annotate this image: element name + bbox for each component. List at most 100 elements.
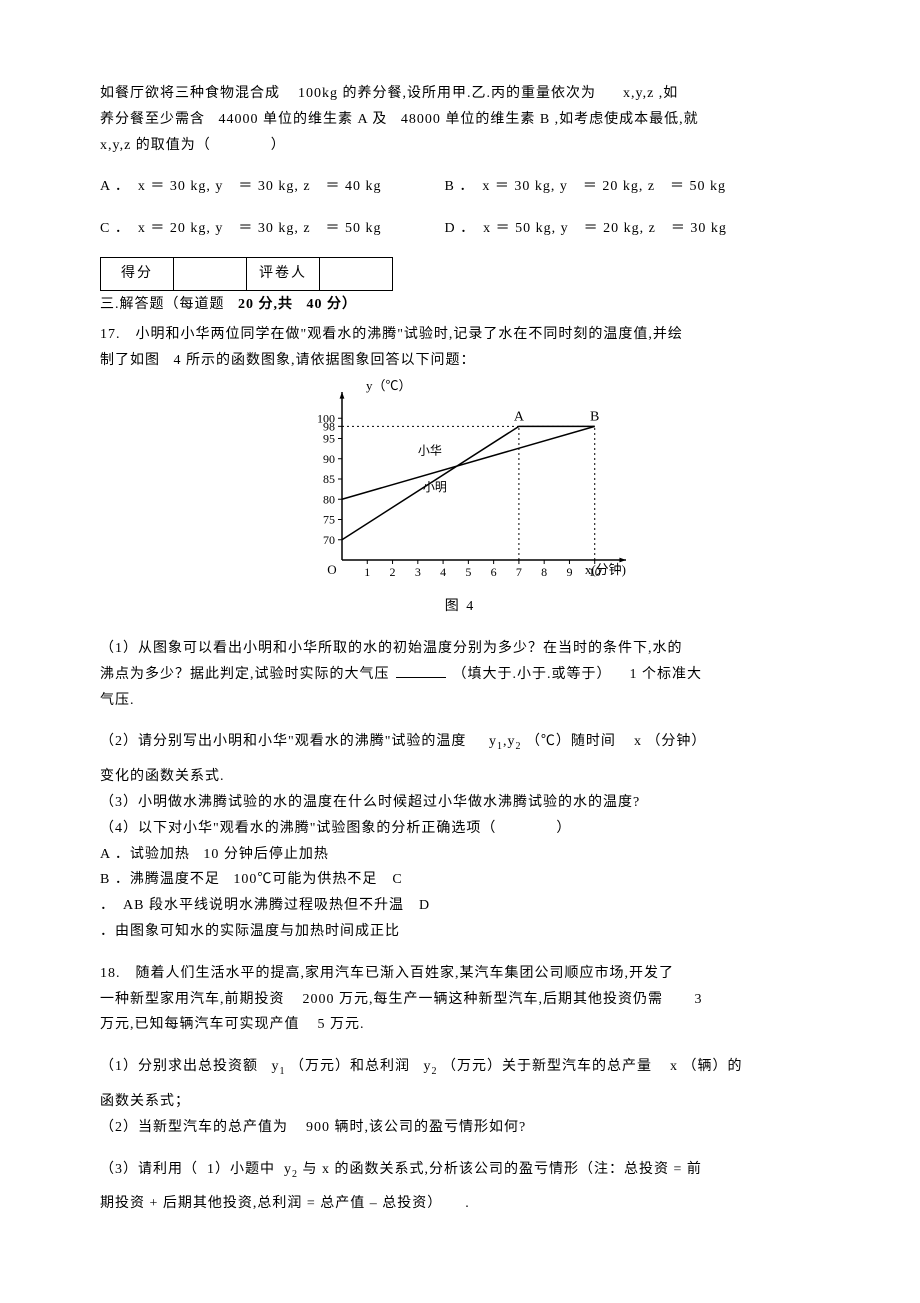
q16-option-a: A ． x ＝ 30 kg, y ＝ 30 kg, z ＝ 40 kg bbox=[100, 175, 440, 199]
svg-text:小华: 小华 bbox=[418, 444, 442, 458]
score-table: 得分 评卷人 bbox=[100, 257, 393, 291]
text: x,y,z 的取值为（ ） bbox=[100, 138, 286, 153]
svg-text:2: 2 bbox=[390, 565, 396, 579]
q17-line1: 17. 小明和小华两位同学在做"观看水的沸腾"试验时,记录了水在不同时刻的温度值… bbox=[100, 323, 820, 347]
svg-text:y（℃）: y（℃） bbox=[366, 378, 412, 393]
q17-p4: （4）以下对小华"观看水的沸腾"试验图象的分析正确选项（ ） bbox=[100, 817, 820, 841]
score-label: 得分 bbox=[101, 257, 174, 290]
sub1b: 1 bbox=[280, 1066, 286, 1077]
q17-p1-l3: 气压. bbox=[100, 689, 820, 713]
text: 一种新型家用汽车,前期投资 bbox=[100, 992, 285, 1007]
grader-blank bbox=[320, 257, 393, 290]
text: x,y,z ,如 bbox=[623, 86, 678, 101]
section3-title: 三.解答题（每道题 20 分,共 40 分） bbox=[100, 293, 820, 317]
svg-text:B: B bbox=[590, 410, 599, 425]
svg-text:95: 95 bbox=[323, 432, 335, 446]
text: （2）请分别写出小明和小华"观看水的沸腾"试验的温度 bbox=[100, 734, 466, 749]
q18-l1: 18. 随着人们生活水平的提高,家用汽车已渐入百姓家,某汽车集团公司顺应市场,开… bbox=[100, 962, 820, 986]
sub2b: 2 bbox=[432, 1066, 438, 1077]
q16-option-c: C ． x ＝ 20 kg, y ＝ 30 kg, z ＝ 50 kg bbox=[100, 217, 440, 241]
text: 20 分,共 bbox=[238, 297, 293, 312]
svg-text:O: O bbox=[327, 562, 336, 577]
q17-p4-c: ． AB 段水平线说明水沸腾过程吸热但不升温 D bbox=[100, 894, 820, 918]
text: B ．沸腾温度不足 bbox=[100, 872, 220, 887]
text: 100kg 的养分餐,设所用甲.乙.丙的重量依次为 bbox=[298, 86, 596, 101]
text: 10 分钟后停止加热 bbox=[203, 847, 329, 862]
q16-line1: 如餐厅欲将三种食物混合成 100kg 的养分餐,设所用甲.乙.丙的重量依次为 x… bbox=[100, 82, 820, 106]
text: 17. 小明和小华两位同学在做"观看水的沸腾"试验时,记录了水在不同时刻的温度值… bbox=[100, 327, 683, 342]
text: （2）当新型汽车的总产值为 bbox=[100, 1120, 288, 1135]
text: y bbox=[489, 734, 497, 749]
grader-label: 评卷人 bbox=[247, 257, 320, 290]
score-blank bbox=[174, 257, 247, 290]
text: 44000 单位的维生素 A 及 bbox=[219, 112, 388, 127]
q17-p4-b: B ．沸腾温度不足 100℃可能为供热不足 C bbox=[100, 868, 820, 892]
text: 三.解答题（每道题 bbox=[100, 297, 225, 312]
text: （万元）关于新型汽车的总产量 bbox=[442, 1059, 652, 1074]
svg-text:85: 85 bbox=[323, 472, 335, 486]
q16-options-row1: A ． x ＝ 30 kg, y ＝ 30 kg, z ＝ 40 kg B ． … bbox=[100, 175, 820, 199]
svg-text:5: 5 bbox=[465, 565, 471, 579]
figure-caption: 图 4 bbox=[100, 595, 820, 619]
svg-text:1: 1 bbox=[364, 565, 370, 579]
text: A ．试验加热 bbox=[100, 847, 190, 862]
svg-text:3: 3 bbox=[415, 565, 421, 579]
text: 2000 万元,每生产一辆这种新型汽车,后期其他投资仍需 bbox=[303, 992, 664, 1007]
q16-line2: 养分餐至少需含 44000 单位的维生素 A 及 48000 单位的维生素 B … bbox=[100, 108, 820, 132]
text: 万元,已知每辆汽车可实现产值 bbox=[100, 1017, 300, 1032]
text: 养分餐至少需含 bbox=[100, 112, 205, 127]
q18-p2: （2）当新型汽车的总产值为 900 辆时,该公司的盈亏情形如何? bbox=[100, 1116, 820, 1140]
text: 制了如图 bbox=[100, 353, 160, 368]
q17-p1-l1: （1）从图象可以看出小明和小华所取的水的初始温度分别为多少？在当时的条件下,水的 bbox=[100, 637, 820, 661]
sub2: 2 bbox=[515, 741, 521, 752]
svg-text:100: 100 bbox=[317, 412, 335, 426]
text: （万元）和总利润 bbox=[290, 1059, 410, 1074]
svg-text:7: 7 bbox=[516, 565, 522, 579]
text: 900 辆时,该公司的盈亏情形如何? bbox=[306, 1120, 526, 1135]
text: （℃）随时间 bbox=[526, 734, 616, 749]
text: y bbox=[424, 1059, 432, 1074]
svg-text:4: 4 bbox=[440, 565, 446, 579]
q16-options-row2: C ． x ＝ 20 kg, y ＝ 30 kg, z ＝ 50 kg D ． … bbox=[100, 217, 820, 241]
q18-l2: 一种新型家用汽车,前期投资 2000 万元,每生产一辆这种新型汽车,后期其他投资… bbox=[100, 988, 820, 1012]
q17-p1-l2: 沸点为多少？据此判定,试验时实际的大气压 （填大于.小于.或等于） 1 个标准大 bbox=[100, 663, 820, 687]
text: 1 个标准大 bbox=[630, 667, 703, 682]
fill-blank[interactable] bbox=[396, 663, 446, 678]
text: x （分钟） bbox=[634, 734, 707, 749]
q17-p2-l2: 变化的函数关系式. bbox=[100, 765, 820, 789]
svg-text:6: 6 bbox=[491, 565, 497, 579]
svg-text:小明: 小明 bbox=[423, 481, 447, 495]
svg-text:90: 90 bbox=[323, 452, 335, 466]
svg-text:10: 10 bbox=[589, 565, 601, 579]
svg-text:9: 9 bbox=[566, 565, 572, 579]
text: 40 分） bbox=[307, 297, 358, 312]
text: y bbox=[272, 1059, 280, 1074]
svg-text:80: 80 bbox=[323, 493, 335, 507]
q18-p3-l2: 期投资 + 后期其他投资,总利润 = 总产值 – 总投资） . bbox=[100, 1192, 820, 1216]
text: y bbox=[284, 1162, 292, 1177]
text: 沸点为多少？据此判定,试验时实际的大气压 bbox=[100, 667, 390, 682]
text: （填大于.小于.或等于） bbox=[453, 667, 612, 682]
text: （1）分别求出总投资额 bbox=[100, 1059, 258, 1074]
text: 3 bbox=[695, 992, 703, 1007]
q17-p4-d: ．由图象可知水的实际温度与加热时间成正比 bbox=[100, 920, 820, 944]
svg-text:75: 75 bbox=[323, 513, 335, 527]
q18-p1-l2: 函数关系式； bbox=[100, 1090, 820, 1114]
q16-option-b: B ． x ＝ 30 kg, y ＝ 20 kg, z ＝ 50 kg bbox=[445, 175, 727, 199]
text: 如餐厅欲将三种食物混合成 bbox=[100, 86, 280, 101]
q17-p2-l1: （2）请分别写出小明和小华"观看水的沸腾"试验的温度 y1,y2 （℃）随时间 … bbox=[100, 730, 820, 755]
chart-svg: y（℃）x(分钟)O7075808590959810012345678910小华… bbox=[290, 374, 630, 584]
q16-option-d: D ． x ＝ 50 kg, y ＝ 20 kg, z ＝ 30 kg bbox=[445, 217, 727, 241]
text: （3）请利用（ bbox=[100, 1162, 198, 1177]
svg-text:70: 70 bbox=[323, 533, 335, 547]
q17-line2: 制了如图 4 所示的函数图象,请依据图象回答以下问题： bbox=[100, 349, 820, 373]
q17-p4-a: A ．试验加热 10 分钟后停止加热 bbox=[100, 843, 820, 867]
text: x （辆）的 bbox=[670, 1059, 743, 1074]
q16-line3: x,y,z 的取值为（ ） bbox=[100, 134, 820, 158]
q18-l3: 万元,已知每辆汽车可实现产值 5 万元. bbox=[100, 1013, 820, 1037]
text: 1）小题中 bbox=[207, 1162, 275, 1177]
text: 4 所示的函数图象,请依据图象回答以下问题： bbox=[174, 353, 476, 368]
q17-p3: （3）小明做水沸腾试验的水的温度在什么时候超过小华做水沸腾试验的水的温度? bbox=[100, 791, 820, 815]
text: 5 万元. bbox=[318, 1017, 365, 1032]
q18-p1-l1: （1）分别求出总投资额 y1 （万元）和总利润 y2 （万元）关于新型汽车的总产… bbox=[100, 1055, 820, 1080]
